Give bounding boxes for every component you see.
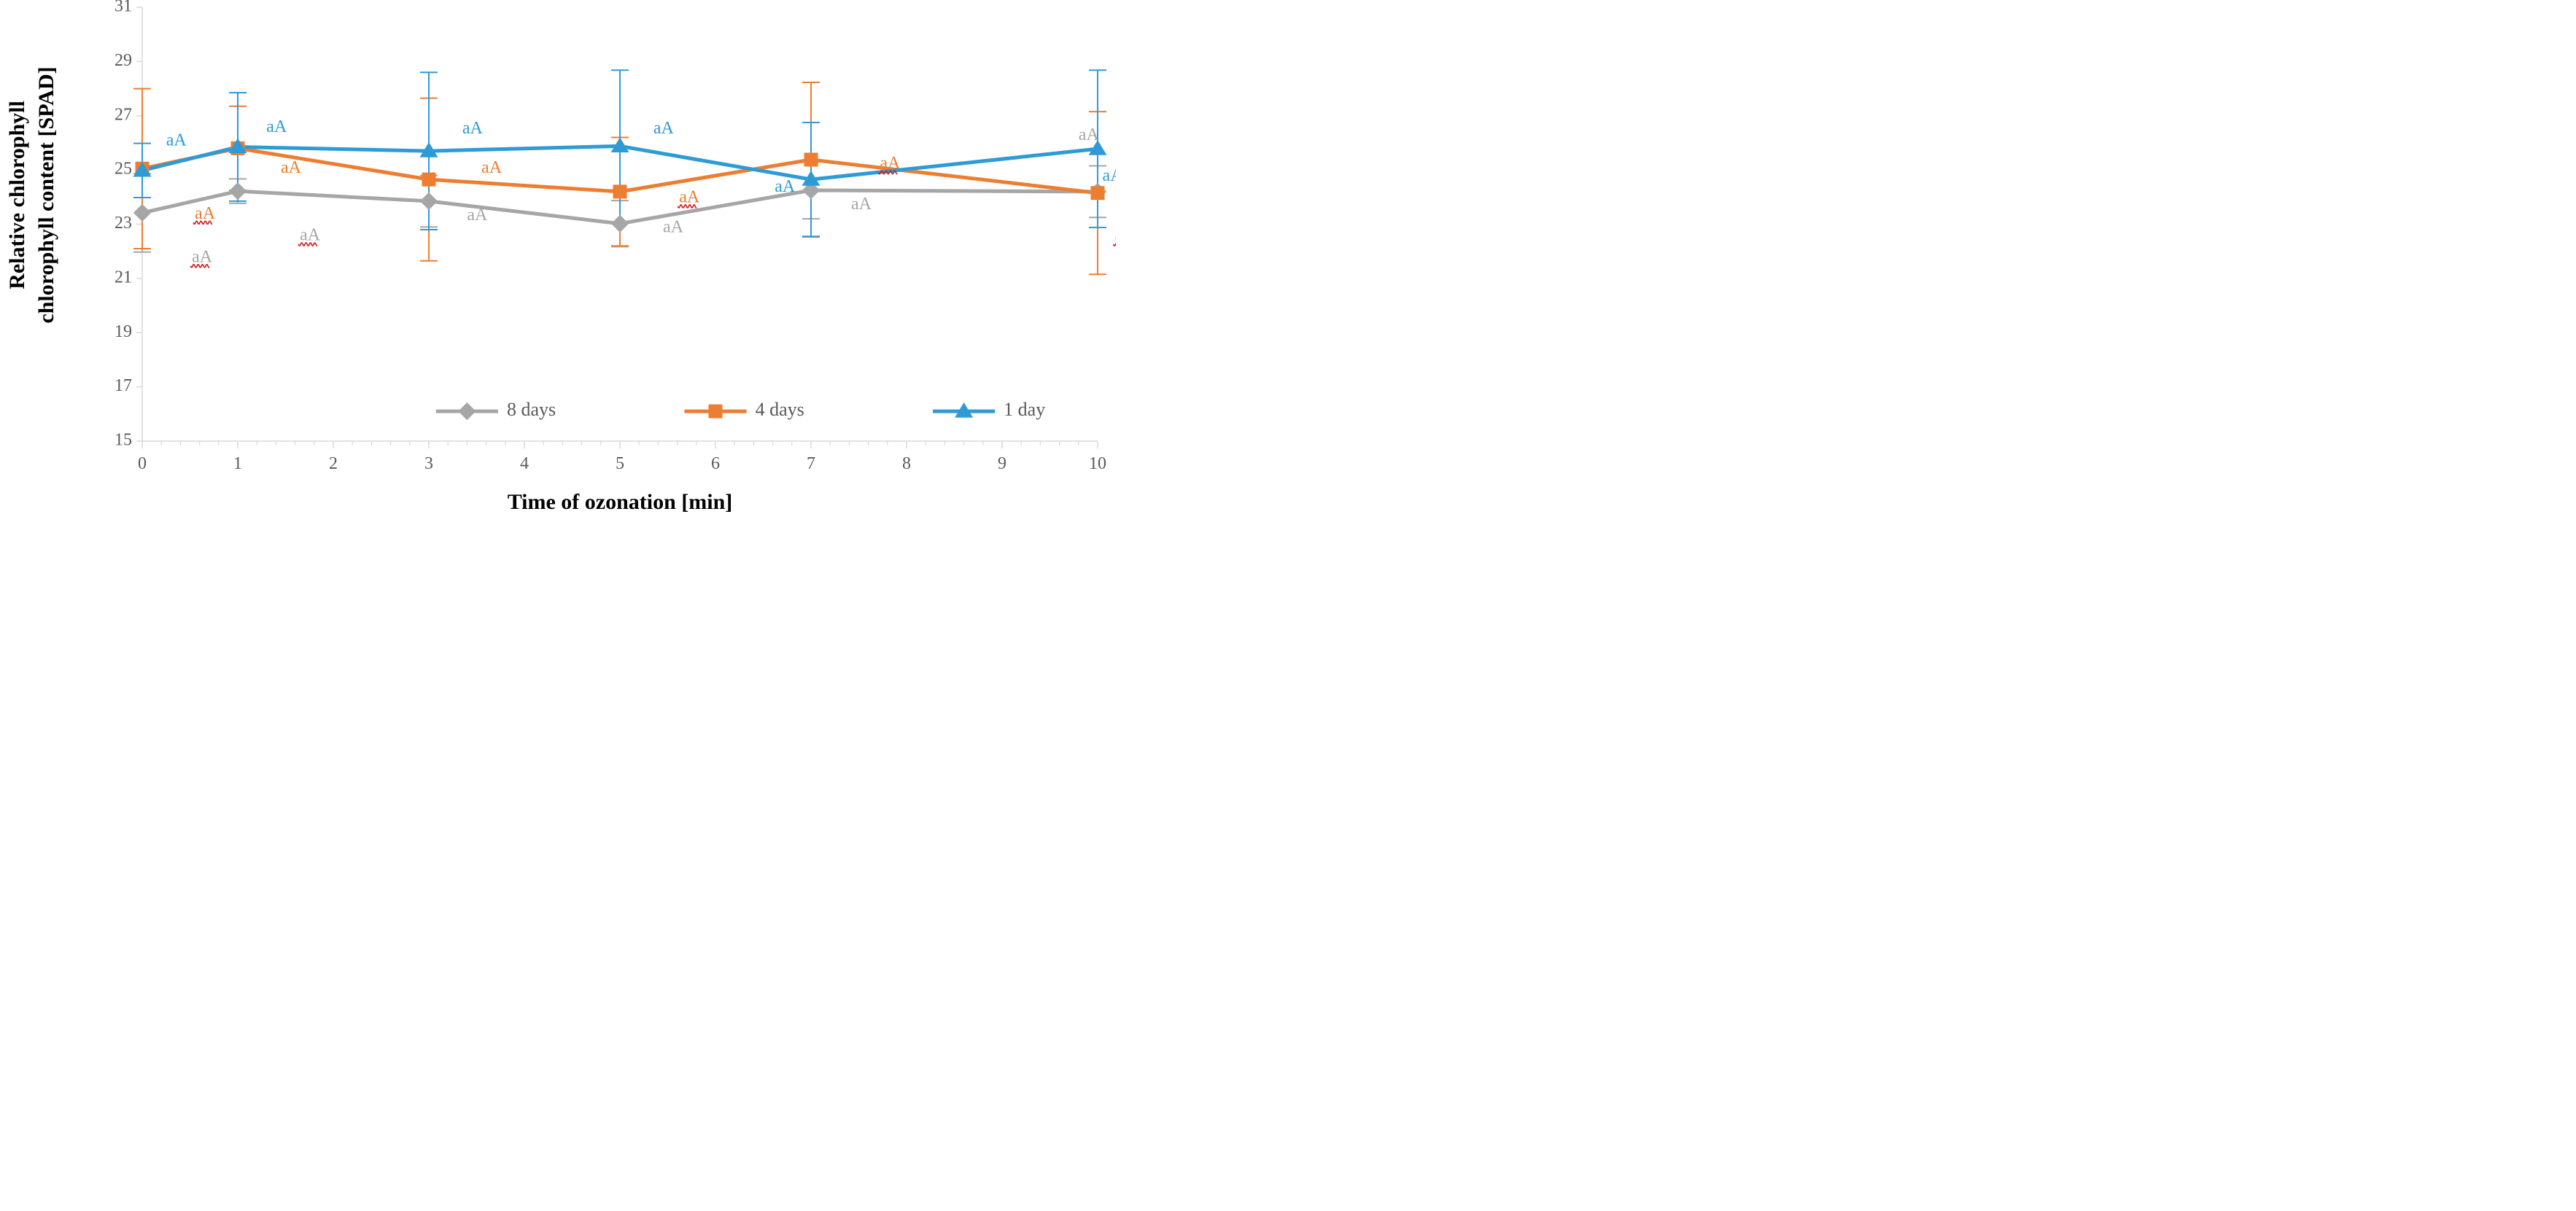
annotation-label: aA (192, 247, 213, 266)
y-tick-label: 17 (115, 376, 132, 395)
x-tick-label: 5 (616, 454, 624, 473)
annotation-label: aA (166, 131, 187, 150)
legend-label-s8: 8 days (507, 399, 556, 420)
y-tick-label: 29 (115, 51, 132, 70)
annotation-label: aA (281, 158, 302, 177)
x-tick-label: 10 (1089, 454, 1106, 473)
y-tick-label: 27 (115, 105, 132, 124)
x-tick-label: 0 (138, 454, 147, 473)
x-tick-label: 7 (807, 454, 815, 473)
y-axis-title-line2: chlorophyll content [SPAD] (34, 66, 58, 323)
annotation-label: aA (653, 119, 675, 138)
annotation-label: aA (851, 195, 872, 214)
x-tick-label: 6 (711, 454, 720, 473)
y-tick-label: 19 (115, 322, 132, 341)
y-tick-label: 23 (115, 214, 132, 233)
y-axis-title-line1: Relative chlorophyll (5, 101, 29, 289)
x-axis-title: Time of ozonation [min] (508, 490, 733, 514)
y-tick-label: 31 (115, 0, 132, 16)
x-tick-label: 8 (902, 454, 911, 473)
annotation-label: aA (195, 204, 216, 223)
y-tick-label: 25 (115, 160, 132, 179)
line-chart: 151719212325272931012345678910Time of oz… (0, 0, 1116, 525)
annotation-label: aA (300, 226, 321, 245)
x-tick-label: 9 (998, 454, 1006, 473)
annotation-label: aA (481, 158, 503, 177)
x-tick-label: 2 (329, 454, 338, 473)
y-tick-label: 15 (115, 431, 132, 450)
x-tick-label: 3 (424, 454, 433, 473)
annotation-label: aA (1103, 166, 1116, 185)
x-tick-label: 1 (233, 454, 242, 473)
x-tick-label: 4 (520, 454, 529, 473)
annotation-label: aA (663, 218, 684, 237)
annotation-label: aA (1079, 125, 1100, 144)
annotation-label: aA (266, 117, 287, 136)
annotation-label: aA (775, 177, 796, 196)
annotation-label: aA (1115, 226, 1116, 245)
annotation-label: aA (679, 188, 700, 207)
annotation-label: aA (880, 154, 901, 173)
annotation-label: aA (462, 119, 484, 138)
annotation-label: aA (467, 206, 488, 225)
legend-label-s4: 4 days (756, 399, 804, 420)
y-tick-label: 21 (115, 268, 132, 287)
chart-container: 151719212325272931012345678910Time of oz… (0, 0, 2576, 525)
legend-label-s1: 1 day (1004, 399, 1045, 420)
